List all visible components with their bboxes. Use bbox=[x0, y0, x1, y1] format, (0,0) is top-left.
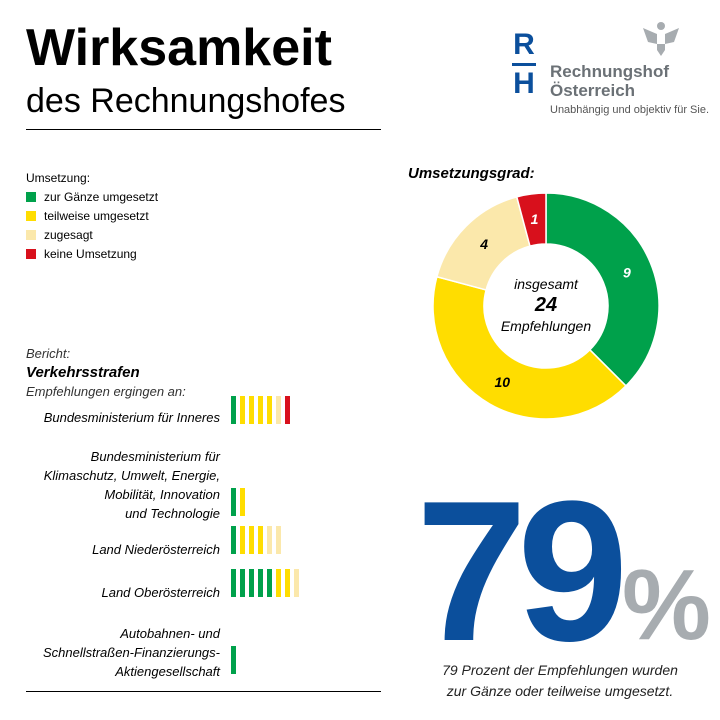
divider bbox=[26, 691, 381, 692]
bar-green bbox=[249, 569, 254, 597]
logo-tagline: Unabhängig und objektiv für Sie. bbox=[550, 104, 709, 116]
bar-yellow bbox=[240, 526, 245, 554]
recipient-name: Land Oberösterreich bbox=[101, 583, 220, 602]
bar-green bbox=[267, 569, 272, 597]
legend-title: Umsetzung: bbox=[26, 170, 91, 185]
legend-item: keine Umsetzung bbox=[26, 244, 158, 263]
recipient-name-line: Bundesministerium für Inneres bbox=[43, 410, 220, 425]
legend-items: zur Gänze umgesetzt teilweise umgesetzt zu… bbox=[26, 187, 158, 263]
bar-yellow bbox=[249, 526, 254, 554]
recipient-bars bbox=[231, 526, 281, 554]
big-percentage: 79 bbox=[416, 460, 628, 683]
recipient-bars bbox=[231, 646, 236, 674]
logo-h: H bbox=[513, 67, 535, 100]
bar-green bbox=[231, 646, 236, 674]
logo-name-1: Rechnungshof bbox=[550, 62, 669, 81]
caption-line1: 79 Prozent der Empfehlungen wurden bbox=[442, 662, 678, 678]
bar-green bbox=[258, 569, 263, 597]
legend: Umsetzung: zur Gänze umgesetzt teilweise … bbox=[26, 168, 158, 263]
summary-caption: 79 Prozent der Empfehlungen wurden zur G… bbox=[410, 660, 710, 702]
logo-name-2: Österreich bbox=[550, 81, 636, 100]
legend-item: teilweise umgesetzt bbox=[26, 206, 158, 225]
recipient-name-line: Aktiengesellschaft bbox=[115, 664, 220, 679]
bar-yellow bbox=[285, 569, 290, 597]
recipient-name-line: Land Oberösterreich bbox=[101, 585, 220, 600]
recipient-bars bbox=[231, 488, 245, 516]
bar-light bbox=[276, 526, 281, 554]
recipients-label: Empfehlungen ergingen an: bbox=[26, 384, 186, 399]
legend-label: zur Gänze umgesetzt bbox=[44, 189, 159, 204]
recipient-name-line: Klimaschutz, Umwelt, Energie, bbox=[43, 468, 220, 483]
legend-swatch bbox=[26, 210, 36, 221]
chart-title: Umsetzungsgrad: bbox=[408, 165, 535, 182]
recipient-bars bbox=[231, 569, 299, 597]
donut-slice bbox=[515, 192, 547, 248]
report-name: Verkehrsstrafen bbox=[26, 364, 140, 381]
bar-yellow bbox=[240, 488, 245, 516]
bar-light bbox=[294, 569, 299, 597]
logo-name: Rechnungshof Österreich bbox=[550, 62, 669, 100]
recipient-name-line: Schnellstraßen-Finanzierungs- bbox=[42, 645, 220, 660]
recipient-name-line: und Technologie bbox=[125, 506, 220, 521]
bar-yellow bbox=[249, 396, 254, 424]
divider bbox=[26, 129, 381, 130]
recipient-name-line: Autobahnen- und bbox=[120, 626, 220, 641]
legend-label: keine Umsetzung bbox=[44, 246, 137, 261]
legend-swatch bbox=[26, 191, 36, 202]
caption-line2: zur Gänze oder teilweise umgesetzt. bbox=[446, 683, 674, 699]
rh-logo-mark: R H bbox=[512, 30, 536, 99]
donut-center-total: 24 bbox=[534, 294, 558, 316]
recipient-name: Bundesministerium für Inneres bbox=[44, 408, 220, 427]
recipient-name: Bundesministerium für Klimaschutz, Umwelt… bbox=[44, 447, 220, 523]
recipient-name: Land Niederösterreich bbox=[92, 540, 220, 559]
bar-yellow bbox=[276, 569, 281, 597]
legend-swatch bbox=[26, 248, 36, 259]
bar-light bbox=[267, 526, 272, 554]
donut-center-line2: Empfehlungen bbox=[500, 318, 592, 334]
legend-swatch bbox=[26, 229, 36, 240]
bar-green bbox=[231, 526, 236, 554]
bar-yellow bbox=[240, 396, 245, 424]
logo-r: R bbox=[513, 28, 535, 61]
bar-yellow bbox=[267, 396, 272, 424]
bar-green bbox=[240, 569, 245, 597]
recipient-name-line: Mobilität, Innovation bbox=[104, 487, 220, 502]
bar-light bbox=[276, 396, 281, 424]
bar-green bbox=[231, 488, 236, 516]
legend-item: zugesagt bbox=[26, 225, 158, 244]
bar-green bbox=[231, 396, 236, 424]
legend-item: zur Gänze umgesetzt bbox=[26, 187, 158, 206]
eagle-emblem-icon bbox=[643, 22, 679, 56]
donut-center: insgesamt 24 Empfehlungen bbox=[476, 274, 616, 337]
donut-chart: 9 10 4 1 bbox=[432, 192, 660, 420]
recipient-name: Autobahnen- und Schnellstraßen-Finanzieru… bbox=[43, 624, 220, 681]
donut-slice bbox=[545, 192, 660, 387]
logo-bar bbox=[512, 63, 536, 66]
bar-green bbox=[231, 569, 236, 597]
donut-center-line1: insgesamt bbox=[514, 276, 578, 292]
donut-value-label: 1 bbox=[531, 211, 539, 227]
report-label: Bericht: bbox=[26, 346, 71, 361]
recipient-name-line: Land Niederösterreich bbox=[92, 542, 220, 557]
recipient-name-line: Bundesministerium für bbox=[90, 449, 220, 464]
percent-sign: % bbox=[622, 549, 711, 661]
bar-yellow bbox=[258, 396, 263, 424]
bar-red bbox=[285, 396, 290, 424]
bar-yellow bbox=[258, 526, 263, 554]
legend-label: teilweise umgesetzt bbox=[44, 208, 149, 223]
donut-value-label: 4 bbox=[479, 236, 488, 252]
donut-value-label: 10 bbox=[494, 374, 510, 390]
donut-value-label: 9 bbox=[623, 265, 631, 281]
donut-slice bbox=[432, 275, 627, 420]
legend-label: zugesagt bbox=[44, 227, 93, 242]
recipient-bars bbox=[231, 396, 290, 424]
subtitle: des Rechnungshofes bbox=[26, 82, 346, 120]
title: Wirksamkeit bbox=[26, 19, 332, 77]
